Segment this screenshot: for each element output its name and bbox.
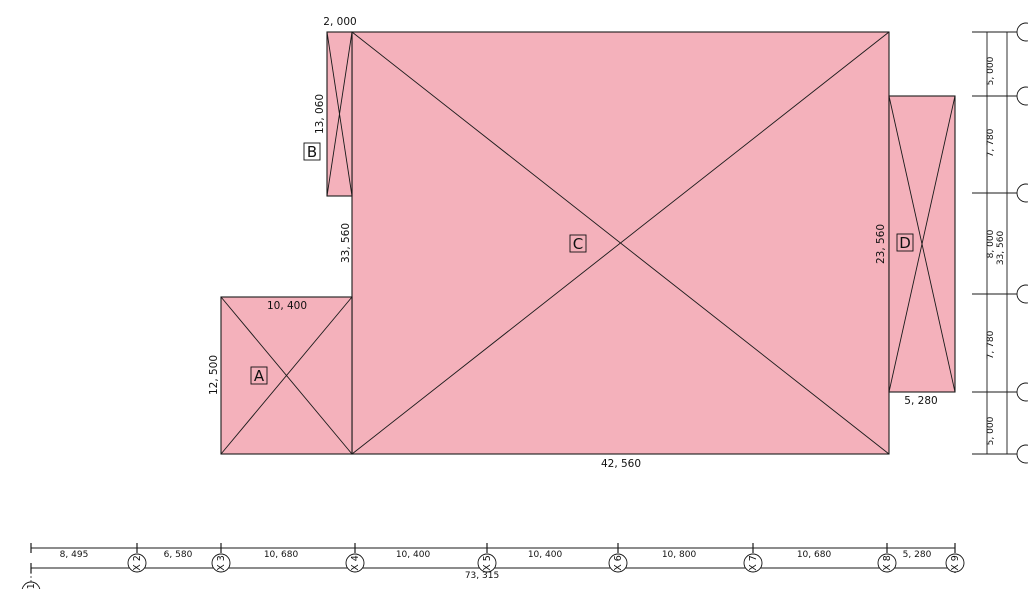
bottom-dimension-chain: 8, 495 6, 580 10, 680 10, 400 10, 400 10… — [30, 543, 956, 581]
right-dimension-chain: 5, 000 7, 780 8, 000 7, 780 5, 000 33, 5… — [972, 22, 1028, 464]
svg-text:X 3: X 3 — [216, 555, 227, 571]
dim-segment-5: 5, 000 — [986, 416, 996, 445]
svg-text:X 5: X 5 — [482, 555, 493, 571]
room-c-label-box — [569, 234, 587, 253]
dim-segment-6: 10, 800 — [662, 550, 697, 560]
svg-text:X 4: X 4 — [350, 555, 361, 571]
dim-segment-4: 10, 400 — [396, 550, 431, 560]
svg-text:X 6: X 6 — [613, 555, 624, 571]
dimension-ticks — [972, 31, 1017, 455]
room-c-diagonal — [351, 31, 890, 455]
axis-x5: X 5 — [477, 553, 497, 573]
dim-segment-7: 10, 680 — [797, 550, 832, 560]
room-d-height-dim: 23, 560 — [875, 224, 887, 264]
dim-segment-1: 5, 000 — [986, 56, 996, 85]
dim-segment-3: 10, 680 — [264, 550, 299, 560]
dim-segment-3: 8, 000 — [986, 229, 996, 258]
svg-text:X 8: X 8 — [882, 555, 893, 571]
axis-x8: X 8 — [877, 553, 897, 573]
axis-x6: X 6 — [608, 553, 628, 573]
svg-text:X 2: X 2 — [132, 555, 143, 571]
room-b-label: B — [307, 143, 317, 161]
dim-segment-1: 8, 495 — [60, 550, 89, 560]
axis-x7: X 7 — [743, 553, 763, 573]
room-d-label: D — [899, 234, 911, 252]
axis-x9: X 9 — [945, 553, 965, 573]
room-a-label: A — [254, 367, 265, 385]
svg-text:X 7: X 7 — [748, 555, 759, 571]
dim-segment-5: 10, 400 — [528, 550, 563, 560]
dim-segment-2: 6, 580 — [164, 550, 193, 560]
dim-segment-4: 7, 780 — [986, 330, 996, 359]
room-c-height-dim: 33, 560 — [340, 223, 352, 263]
dim-total: 33, 560 — [996, 231, 1006, 266]
axis-markers: X 1 X 2 X 3 X 4 X 5 X 6 X 7 X 8 X 9 — [21, 553, 965, 589]
room-b-height-dim: 13, 060 — [314, 94, 326, 134]
room-a-width-dim: 10, 400 — [267, 300, 307, 312]
axis-circles-right — [1016, 22, 1028, 464]
room-a: A 10, 400 12, 500 — [208, 296, 353, 455]
room-b: B 2, 000 13, 060 — [303, 16, 357, 197]
room-d: D 5, 280 23, 560 — [875, 95, 956, 407]
room-b-width-dim: 2, 000 — [323, 16, 356, 28]
dim-segment-8: 5, 280 — [903, 550, 932, 560]
room-a-height-dim: 12, 500 — [208, 355, 220, 395]
room-a-diagonal — [220, 296, 353, 455]
axis-x3: X 3 — [211, 553, 231, 573]
dim-segment-2: 7, 780 — [986, 128, 996, 157]
room-b-diagonal — [326, 31, 353, 197]
svg-text:X 9: X 9 — [950, 555, 961, 571]
room-a-label-box — [250, 366, 268, 385]
room-b-label-box — [303, 142, 321, 161]
svg-text:X 1: X 1 — [26, 583, 37, 589]
axis-x4: X 4 — [345, 553, 365, 573]
room-c-width-dim: 42, 560 — [601, 458, 641, 470]
room-d-label-box — [896, 233, 914, 252]
room-c: C 42, 560 33, 560 — [340, 31, 890, 470]
axis-x1: X 1 — [21, 568, 41, 589]
room-c-label: C — [573, 235, 583, 253]
room-d-width-dim: 5, 280 — [904, 395, 937, 407]
axis-x2: X 2 — [127, 553, 147, 573]
dim-total: 73, 315 — [465, 571, 499, 581]
room-d-diagonal — [888, 95, 956, 393]
